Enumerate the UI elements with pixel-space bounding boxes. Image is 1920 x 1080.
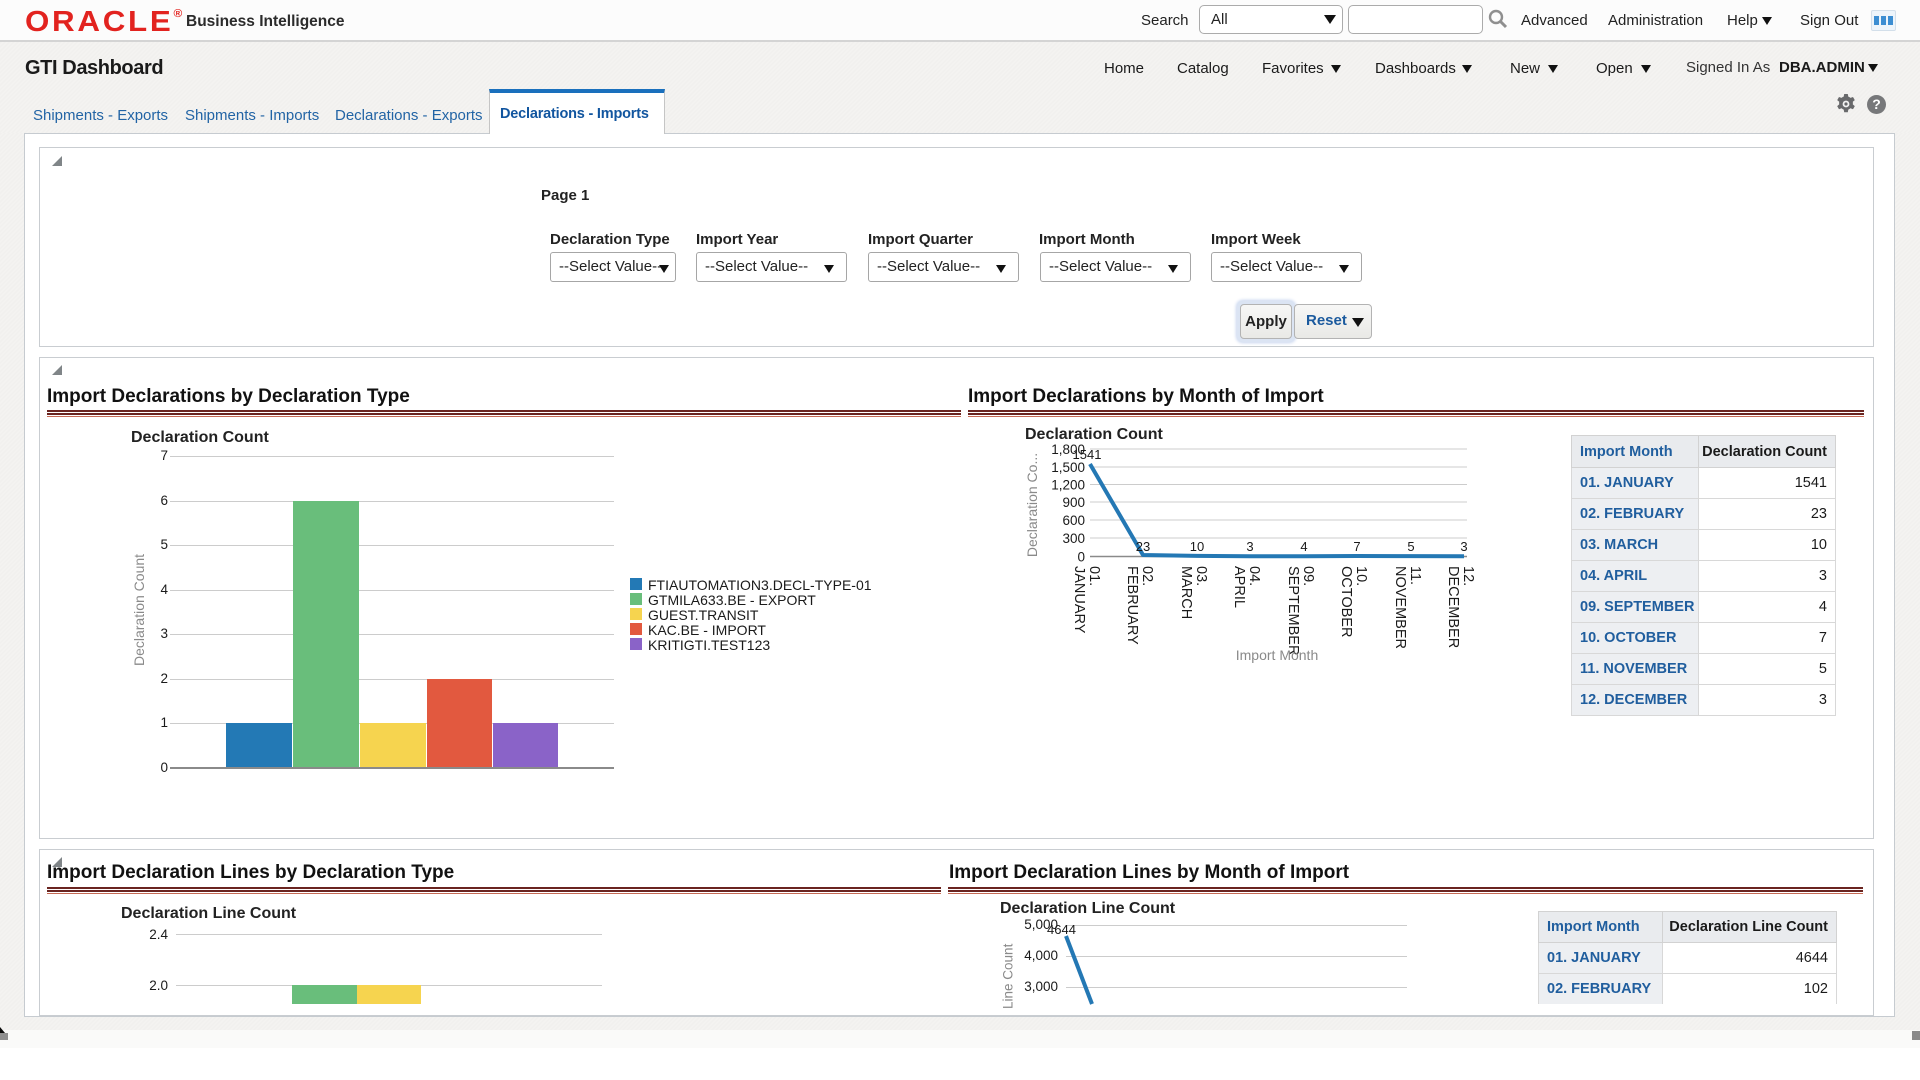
svg-text:3: 3 — [1460, 539, 1467, 554]
svg-text:1,200: 1,200 — [1051, 478, 1085, 493]
svg-text:01.JANUARY: 01.JANUARY — [1071, 566, 1102, 634]
svg-text:1541: 1541 — [1073, 447, 1102, 462]
svg-text:10.OCTOBER: 10.OCTOBER — [1338, 566, 1369, 637]
svg-text:10: 10 — [1190, 539, 1204, 554]
svg-text:7: 7 — [1353, 539, 1360, 554]
svg-text:1,800: 1,800 — [1051, 442, 1085, 457]
svg-text:12.DECEMBER: 12.DECEMBER — [1445, 566, 1476, 648]
svg-text:02.FEBRUARY: 02.FEBRUARY — [1124, 566, 1155, 645]
svg-text:300: 300 — [1062, 531, 1085, 546]
svg-text:23: 23 — [1136, 539, 1150, 554]
svg-text:3: 3 — [1246, 539, 1253, 554]
svg-text:04.APRIL: 04.APRIL — [1231, 566, 1262, 608]
svg-text:03.MARCH: 03.MARCH — [1178, 566, 1209, 619]
svg-text:600: 600 — [1062, 513, 1085, 528]
svg-text:Declaration Co...: Declaration Co... — [1024, 453, 1040, 557]
svg-text:Import Month: Import Month — [1236, 647, 1318, 663]
svg-text:900: 900 — [1062, 495, 1085, 510]
svg-text:1,500: 1,500 — [1051, 460, 1085, 475]
svg-text:4: 4 — [1300, 539, 1307, 554]
svg-text:0: 0 — [1077, 550, 1085, 565]
svg-text:11.NOVEMBER: 11.NOVEMBER — [1392, 566, 1423, 649]
svg-text:09.SEPTEMBER: 09.SEPTEMBER — [1285, 566, 1316, 655]
svg-text:5: 5 — [1407, 539, 1414, 554]
